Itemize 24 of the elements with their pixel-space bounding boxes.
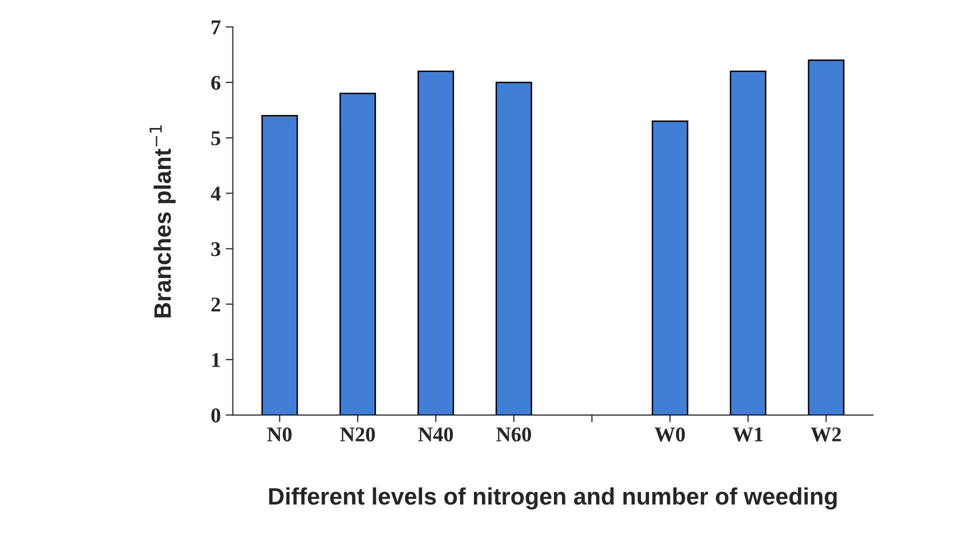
bar bbox=[496, 82, 532, 416]
x-axis-title: Different levels of nitrogen and number of weeding bbox=[269, 487, 837, 510]
y-tick-label: 5 bbox=[211, 131, 220, 146]
y-tick-label: 1 bbox=[212, 353, 220, 367]
bar bbox=[808, 60, 844, 416]
x-tick-label: N20 bbox=[340, 427, 375, 442]
y-tick-label: 0 bbox=[211, 408, 220, 422]
x-tick-label: W2 bbox=[810, 427, 841, 442]
x-tick-label: N40 bbox=[418, 427, 453, 442]
x-tick-label: W1 bbox=[732, 428, 763, 442]
y-tick-label: 6 bbox=[211, 76, 220, 90]
x-tick-label: W0 bbox=[654, 427, 685, 442]
y-tick-label: 3 bbox=[211, 242, 220, 256]
x-tick-label: N60 bbox=[496, 427, 532, 442]
x-tick-label: N0 bbox=[267, 427, 292, 442]
bar bbox=[652, 120, 688, 416]
bar bbox=[418, 70, 454, 416]
y-axis-title: Branches plant$^{−1}$ bbox=[150, 125, 176, 318]
y-tick-label: 4 bbox=[210, 186, 221, 200]
y-tick-label: 2 bbox=[211, 298, 220, 312]
bar bbox=[730, 70, 766, 416]
y-tick-label: 7 bbox=[212, 20, 220, 34]
bar bbox=[261, 114, 298, 416]
bar bbox=[339, 92, 376, 416]
